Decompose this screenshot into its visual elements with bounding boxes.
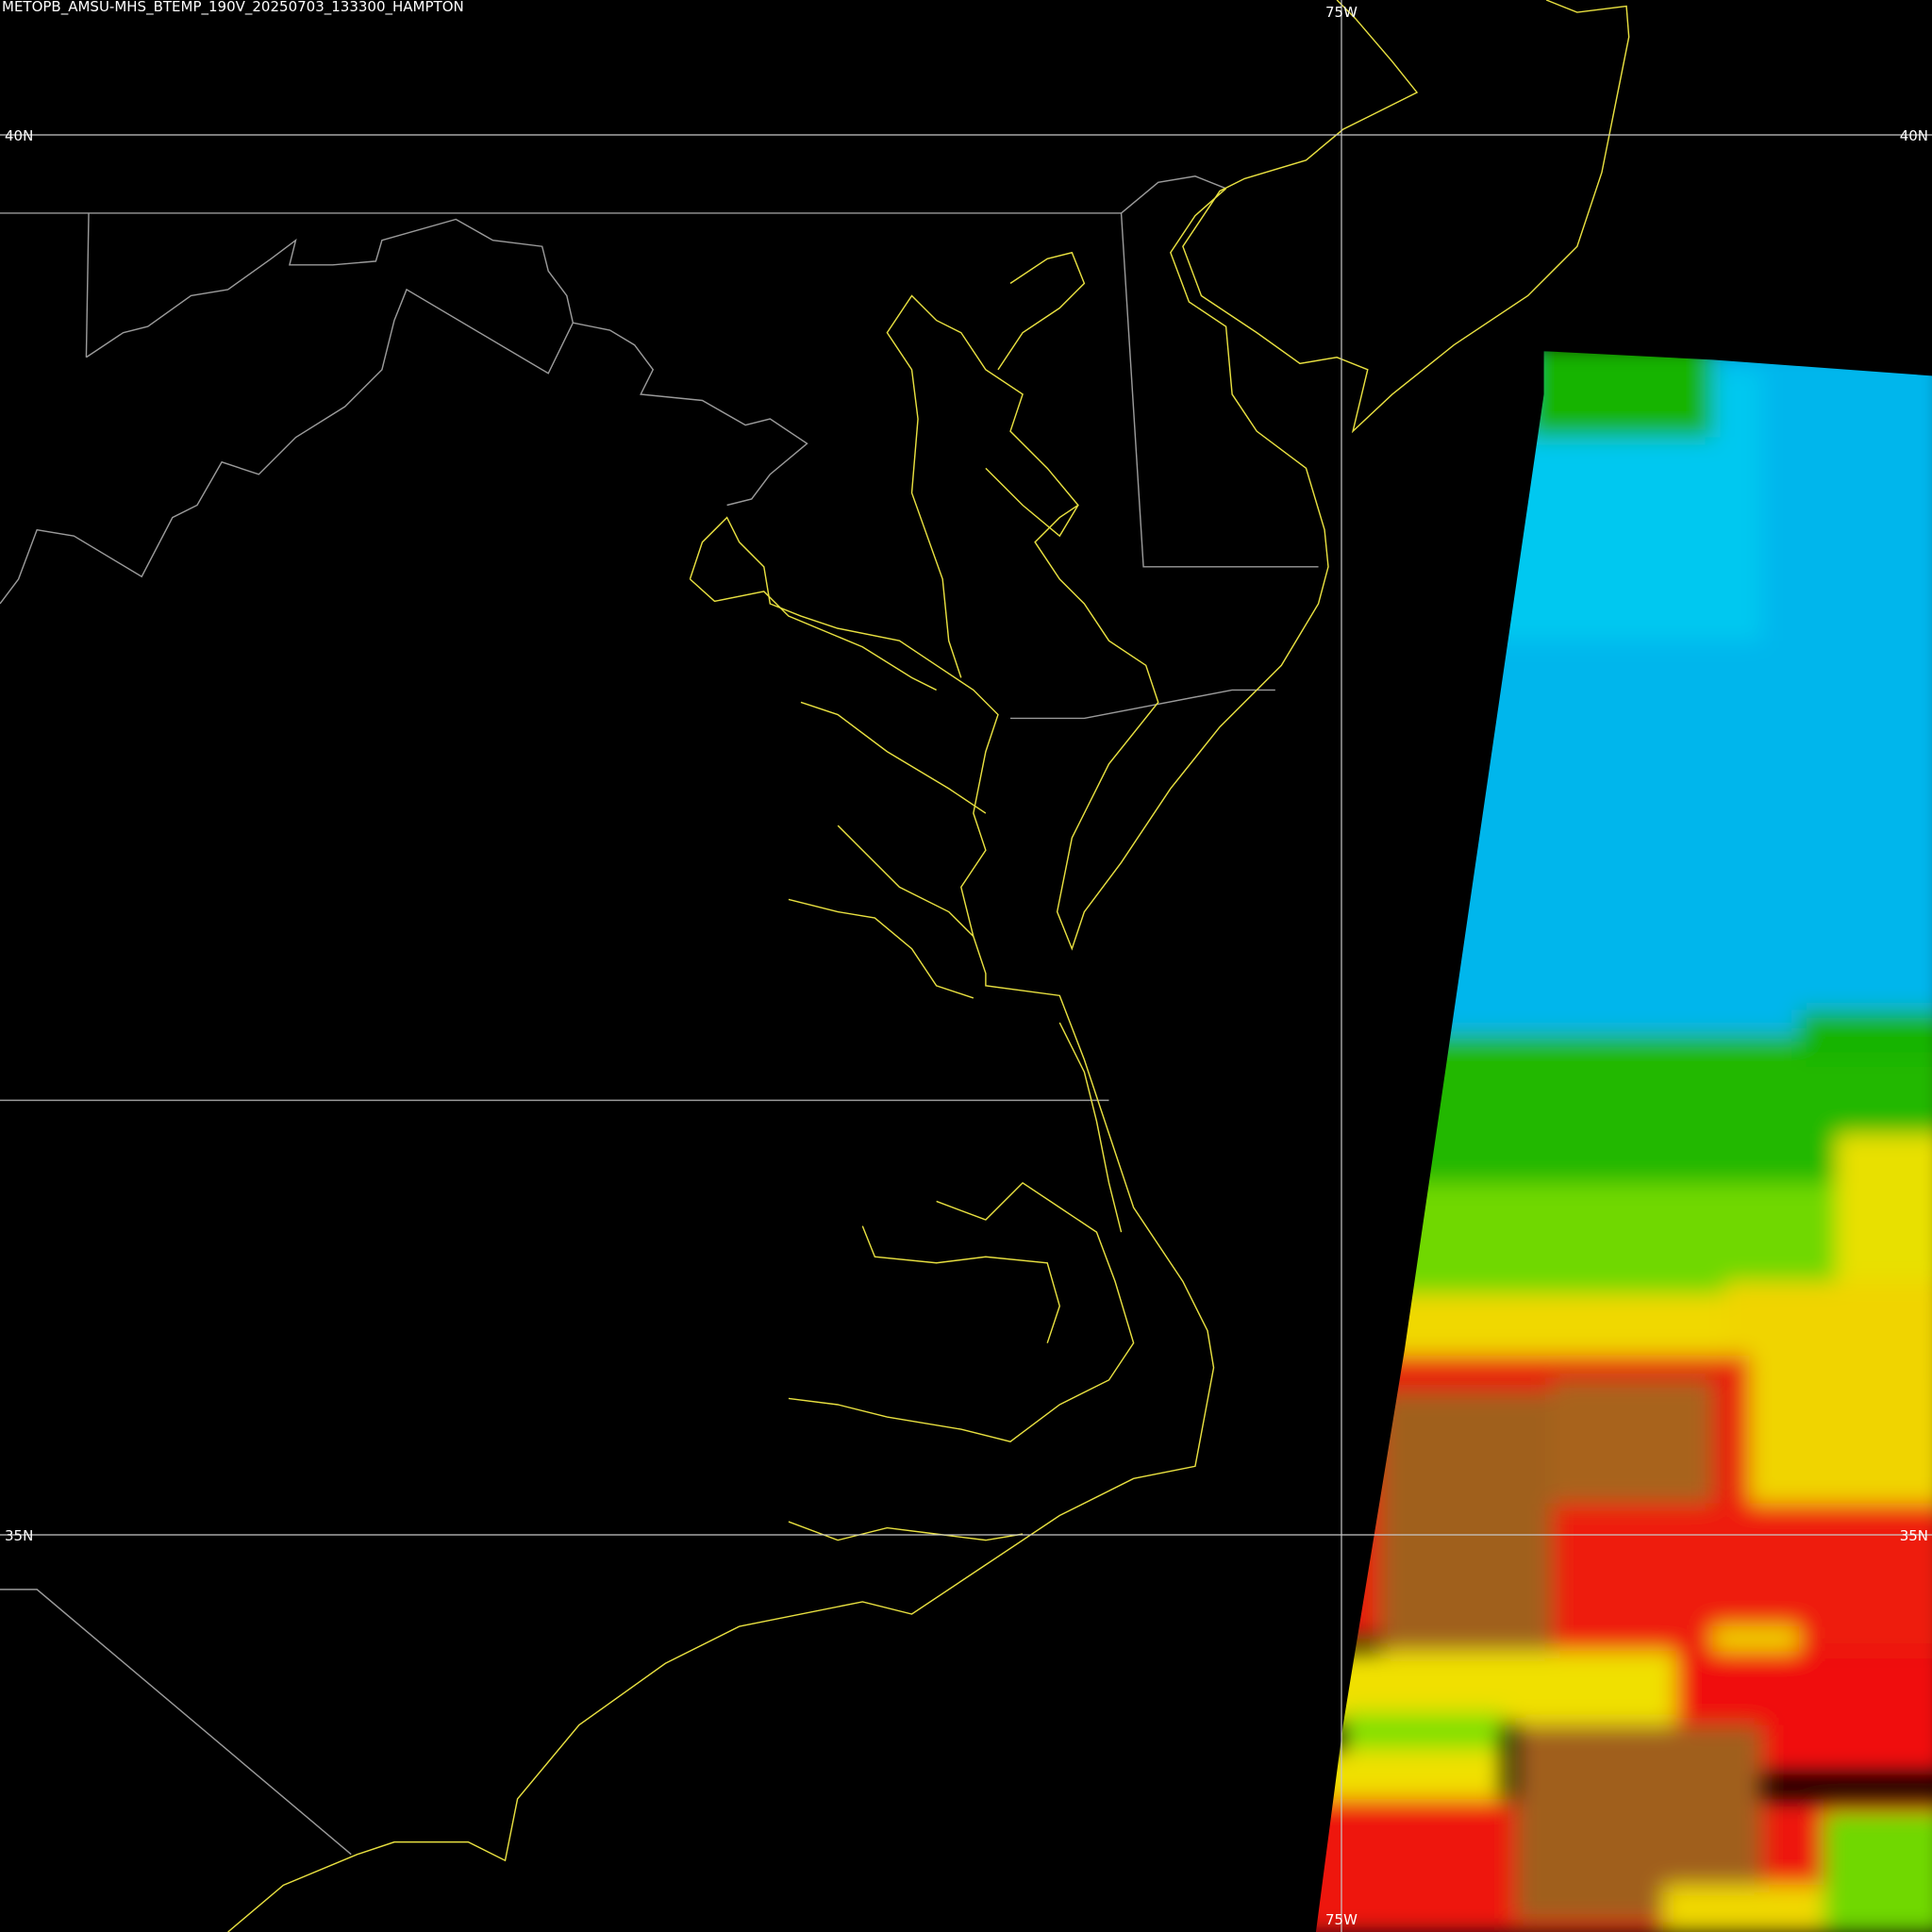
longitude-label: 75W — [1325, 4, 1357, 21]
latitude-label: 35N — [5, 1527, 33, 1544]
latitude-label: 40N — [1900, 127, 1928, 144]
latitude-label: 40N — [5, 127, 33, 144]
latitude-label: 35N — [1900, 1527, 1928, 1544]
longitude-label: 75W — [1325, 1911, 1357, 1928]
title: METOPB_AMSU-MHS_BTEMP_190V_20250703_1333… — [2, 0, 464, 16]
coastlines — [227, 0, 1630, 1932]
state-borders — [0, 175, 1319, 1856]
